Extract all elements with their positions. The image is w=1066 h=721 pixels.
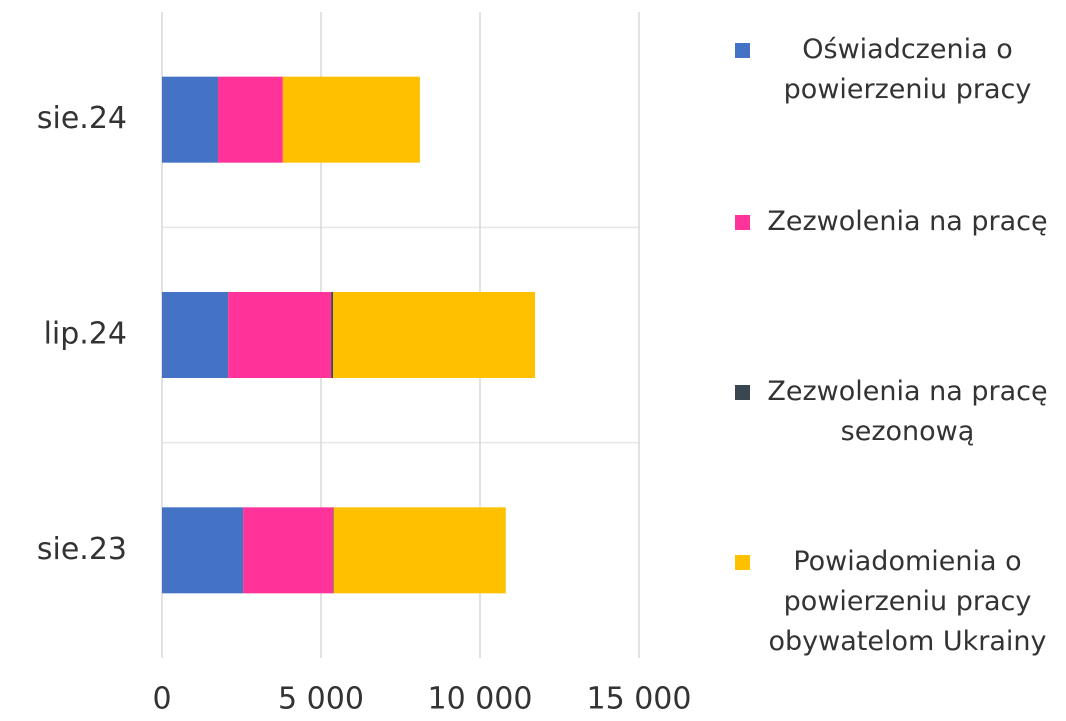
y-tick-label: sie.23 bbox=[37, 532, 127, 567]
legend-swatch bbox=[735, 555, 750, 570]
bar-segment bbox=[331, 292, 334, 378]
legend-label: Zezwolenia na pracę sezonową bbox=[767, 376, 1048, 447]
legend-swatch bbox=[735, 385, 750, 400]
bar-segment bbox=[333, 507, 334, 594]
bar-segment bbox=[243, 507, 334, 594]
x-tick-label: 5 000 bbox=[278, 682, 364, 717]
bar-segment bbox=[282, 76, 420, 163]
legend-label: Zezwolenia na pracę bbox=[767, 206, 1048, 237]
bar-segment bbox=[217, 76, 283, 163]
y-tick-label: lip.24 bbox=[44, 317, 127, 352]
x-tick-label: 15 000 bbox=[587, 682, 692, 717]
legend-label: Oświadczenia o powierzeniu pracy bbox=[783, 34, 1032, 105]
legend-swatch bbox=[735, 215, 750, 230]
y-tick-label: sie.24 bbox=[37, 101, 127, 136]
plot: 0 5 000 10 000 15 000 sie.24 lip.24 sie.23 bbox=[37, 12, 692, 717]
legend: Oświadczenia o powierzeniu pracy Zezwolen… bbox=[735, 0, 1065, 721]
bar-segment bbox=[162, 292, 229, 378]
bar-segment bbox=[333, 507, 506, 594]
legend-entry: Powiadomienia o powierzeniu pracy obywat… bbox=[735, 542, 1065, 662]
legend-entry: Oświadczenia o powierzeniu pracy bbox=[735, 30, 1065, 110]
legend-swatch bbox=[735, 43, 750, 58]
legend-label: Powiadomienia o powierzeniu pracy obywat… bbox=[768, 546, 1047, 657]
bar-segment bbox=[228, 292, 332, 378]
bar-segment bbox=[162, 76, 218, 163]
x-tick-label: 0 bbox=[152, 682, 171, 717]
bar-segment bbox=[162, 507, 244, 594]
legend-entry: Zezwolenia na pracę sezonową bbox=[735, 372, 1065, 452]
legend-entry: Zezwolenia na pracę bbox=[735, 202, 1065, 242]
x-tick-label: 10 000 bbox=[428, 682, 533, 717]
bar-segment bbox=[333, 292, 536, 378]
